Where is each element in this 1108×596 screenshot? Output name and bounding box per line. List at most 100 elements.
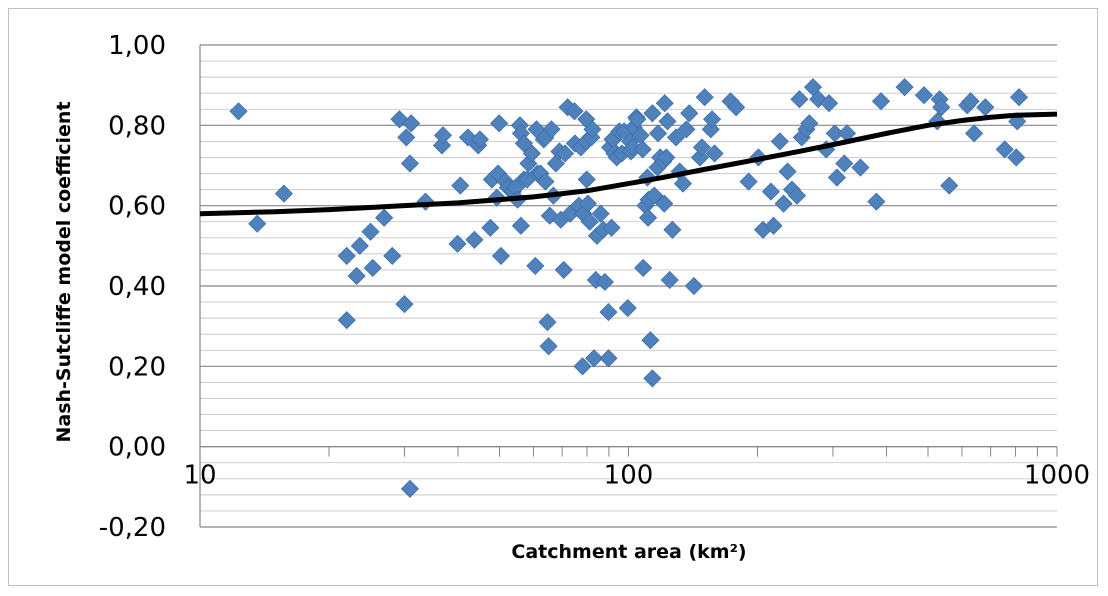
- y-axis-title: Nash-Sutcliffe model coefficient: [53, 101, 75, 442]
- chart-frame: [8, 8, 1098, 586]
- data-point: [511, 216, 530, 235]
- y-tick-label: 0,00: [108, 433, 166, 463]
- data-point: [660, 270, 679, 290]
- data-point: [361, 222, 380, 241]
- data-point: [634, 258, 653, 277]
- trend-line: [199, 111, 1058, 217]
- data-point: [633, 140, 652, 159]
- data-point: [895, 78, 914, 97]
- data-point: [871, 92, 891, 111]
- data-point: [655, 194, 674, 213]
- data-point: [554, 260, 573, 279]
- data-point: [451, 176, 470, 195]
- data-point: [383, 246, 402, 265]
- data-point: [851, 158, 870, 177]
- data-point: [573, 357, 592, 376]
- x-axis-title: Catchment area (km²): [511, 541, 746, 563]
- data-point: [628, 110, 647, 129]
- x-tick-label: 10: [183, 461, 216, 491]
- data-point: [867, 192, 886, 211]
- data-point: [657, 148, 676, 167]
- data-point: [578, 194, 597, 213]
- data-point: [655, 94, 674, 113]
- data-point: [1007, 148, 1026, 167]
- data-point: [705, 144, 724, 163]
- data-point: [684, 276, 703, 296]
- data-point: [914, 86, 934, 105]
- data-point: [618, 299, 637, 318]
- data-point: [819, 94, 839, 113]
- data-point: [416, 192, 435, 211]
- data-point: [514, 134, 533, 153]
- y-tick-label: 1,00: [108, 31, 166, 61]
- data-point: [584, 349, 604, 368]
- data-point: [595, 272, 614, 292]
- data-point: [932, 98, 951, 117]
- data-point: [538, 313, 557, 332]
- data-point: [274, 184, 294, 203]
- data-point: [583, 120, 602, 139]
- y-tick-label: 0,40: [108, 272, 166, 302]
- data-point: [761, 182, 781, 201]
- data-point: [680, 104, 699, 123]
- data-point: [347, 266, 366, 286]
- data-point: [481, 218, 500, 237]
- data-point: [639, 208, 658, 227]
- data-point: [692, 138, 712, 157]
- data-point: [774, 194, 793, 213]
- data-point: [701, 120, 720, 139]
- data-point: [433, 126, 453, 145]
- data-point: [542, 120, 561, 139]
- data-point: [350, 236, 369, 255]
- y-tick-labels: -0,20 0,00 0,20 0,40 0,60 0,80 1,00: [99, 31, 166, 543]
- data-point: [764, 216, 783, 235]
- x-tick-labels: 10 100 1000: [183, 461, 1090, 491]
- data-point: [666, 128, 686, 147]
- data-point: [395, 295, 414, 314]
- data-point: [770, 132, 789, 151]
- data-point: [673, 174, 693, 193]
- data-point: [643, 369, 662, 388]
- data-point: [965, 124, 984, 143]
- x-axis-ticks: [199, 446, 1058, 457]
- data-point: [790, 90, 809, 109]
- data-point: [677, 120, 696, 139]
- data-point: [229, 102, 248, 121]
- data-point: [663, 220, 682, 239]
- data-point: [695, 88, 714, 107]
- data-point: [645, 186, 664, 205]
- data-point: [739, 172, 758, 191]
- data-point: [827, 168, 847, 187]
- data-point: [470, 130, 489, 149]
- data-point: [703, 110, 722, 129]
- data-point: [397, 128, 416, 147]
- y-tick-label: -0,20: [99, 513, 166, 543]
- data-point: [800, 114, 819, 133]
- data-point: [835, 154, 854, 173]
- data-point: [727, 98, 746, 117]
- data-point: [375, 208, 394, 227]
- data-point: [526, 256, 545, 275]
- data-point: [1009, 88, 1029, 107]
- data-point: [522, 144, 541, 163]
- data-point: [580, 212, 599, 231]
- data-point: [465, 230, 484, 249]
- x-tick-label: 100: [604, 461, 654, 491]
- data-point: [448, 234, 467, 253]
- data-point: [363, 258, 382, 277]
- data-point: [648, 124, 668, 143]
- data-point: [591, 204, 610, 223]
- y-tick-label: 0,80: [108, 111, 166, 141]
- x-tick-label: 1000: [1024, 461, 1090, 491]
- data-point: [458, 128, 478, 147]
- data-point: [602, 218, 621, 237]
- data-point: [995, 140, 1014, 159]
- data-point: [536, 172, 555, 191]
- data-point: [337, 311, 356, 330]
- data-point: [400, 479, 420, 498]
- data-point: [641, 331, 660, 350]
- data-point: [599, 349, 618, 368]
- data-point: [337, 246, 356, 265]
- data-point: [490, 114, 509, 133]
- data-point: [778, 162, 797, 181]
